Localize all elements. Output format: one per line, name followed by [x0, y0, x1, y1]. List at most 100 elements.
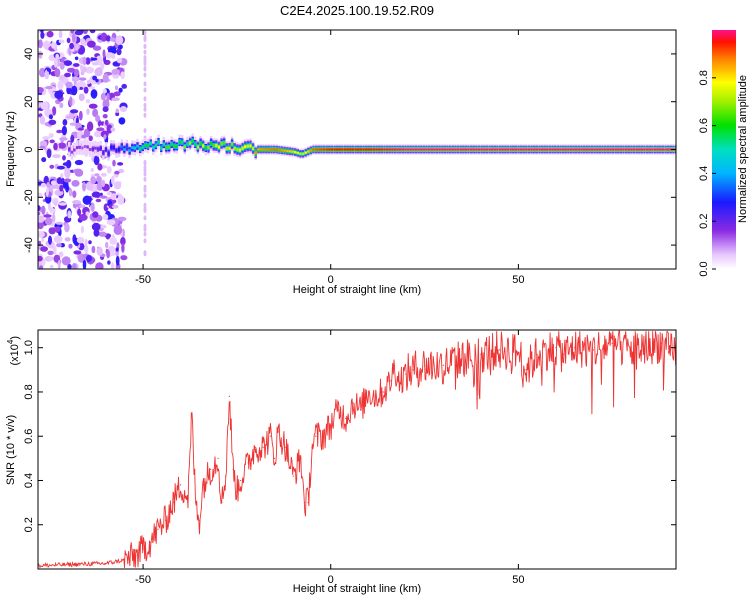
spectrogram-signal-cell [320, 148, 323, 151]
spectrogram-signal-cell [315, 148, 318, 151]
spectrogram-noise-blob [70, 134, 75, 143]
spectrogram-signal-cell [554, 148, 557, 151]
spectrogram-signal-cell [131, 146, 134, 150]
spectrogram-signal-cell [178, 140, 181, 144]
spectrogram-signal-cell [598, 148, 602, 151]
spectrogram-noise-blob [52, 245, 57, 255]
spectrogram-signal-cell [265, 148, 268, 151]
spectrogram-noise-blob [56, 243, 62, 248]
spectrogram-signal-cell [488, 148, 491, 151]
spectrogram-signal-cell [625, 148, 628, 151]
spectrogram-signal-cell [522, 148, 525, 151]
spectrogram-signal-cell [244, 145, 247, 149]
snr-x-ticks: -50 0 50 [135, 330, 525, 586]
spectrogram-noise-blob [143, 43, 147, 49]
spectrogram-noise-blob [90, 176, 97, 185]
spectrogram-signal-cell [75, 146, 79, 150]
spectrogram-noise-blob [106, 249, 110, 259]
spectrogram-signal-cell [91, 147, 95, 151]
spectrogram-signal-cell [104, 148, 108, 151]
colorbar-tick-label: 0.0 [698, 261, 710, 276]
spectrogram-x-tick-label: 50 [512, 274, 524, 286]
spectrogram-noise-blob [143, 96, 147, 102]
spectrogram-noise-blob [115, 247, 119, 252]
spectrogram-signal-cell [230, 142, 234, 146]
spectrogram-noise-blob [102, 88, 107, 94]
spectrogram-signal-cell [475, 148, 478, 151]
spectrogram-signal-cell [425, 148, 428, 151]
snr-data-point [555, 347, 557, 349]
spectrogram-signal-cell [596, 148, 599, 151]
snr-data-point [191, 413, 193, 415]
spectrogram-noise-blob [42, 136, 50, 140]
snr-data-point [285, 446, 287, 448]
spectrogram-noise-blob [64, 168, 71, 179]
spectrogram-noise-blob [143, 49, 147, 55]
spectrogram-signal-cell [283, 149, 286, 152]
spectrogram-signal-cell [212, 144, 215, 147]
spectrogram-noise-blob [63, 178, 72, 183]
spectrogram-signal-cell [257, 148, 260, 151]
spectrogram-noise-blob [119, 106, 127, 112]
spectrogram-signal-cell [585, 148, 588, 151]
spectrogram-signal-cell [638, 148, 641, 151]
spectrogram-signal-cell [480, 148, 483, 151]
spectrogram-noise-blob [93, 155, 100, 166]
spectrogram-signal-cell [493, 148, 496, 151]
colorbar-label: Normalized spectral amplitude [737, 75, 749, 223]
spectrogram-noise-blob [60, 173, 64, 179]
spectrogram-signal-cell [107, 151, 110, 155]
spectrogram-noise-blob [143, 215, 147, 221]
spectrogram-signal-cell [619, 148, 623, 151]
spectrogram-noise-blob [88, 240, 92, 245]
snr-panel: -50 0 50 0.2 0.4 0.6 0.8 1.0 Height of straigh… [5, 329, 677, 595]
spectrogram-signal-cell [296, 151, 299, 155]
spectrogram-signal-cell [343, 148, 347, 151]
spectrogram-signal-cell [496, 148, 499, 151]
snr-data-point [315, 435, 317, 437]
spectrogram-signal-cell [359, 148, 362, 151]
spectrogram-signal-cell [438, 148, 441, 151]
spectrogram-signal-cell [422, 148, 426, 151]
snr-data-point [180, 484, 182, 486]
spectrogram-noise-blob [70, 30, 75, 34]
spectrogram-signal-cell [543, 148, 546, 151]
spectrogram-signal-cell [338, 148, 341, 151]
spectrogram-noise-blob [143, 102, 147, 108]
spectrogram-signal-cell [477, 148, 481, 151]
spectrogram-noise-blob [115, 255, 120, 266]
snr-data-point [172, 502, 174, 504]
spectrogram-signal-cell [136, 144, 139, 148]
spectrogram-noise-blob [71, 76, 79, 83]
spectrogram-noise-blob [100, 224, 107, 229]
spectrogram-noise-blob [106, 219, 116, 226]
spectrogram-signal-cell [567, 148, 570, 151]
spectrogram-signal-cell [593, 148, 596, 151]
spectrogram-signal-cell [506, 148, 510, 151]
spectrogram-noise-blob [98, 231, 107, 237]
spectrogram-noise-blob [44, 69, 50, 80]
snr-data-point [217, 457, 219, 459]
colorbar-tick-label: 0.4 [698, 166, 710, 181]
spectrogram-noise-blob [143, 81, 147, 87]
snr-y-tick-label: 0.8 [23, 384, 35, 399]
spectrogram-signal-cell [588, 148, 591, 151]
spectrogram-signal-cell [630, 148, 633, 151]
spectrogram-signal-cell [396, 148, 399, 151]
spectrogram-noise-blob [76, 237, 85, 244]
spectrogram-signal-cell [73, 148, 76, 152]
spectrogram-signal-cell [404, 148, 407, 151]
spectrogram-signal-cell [146, 144, 150, 148]
spectrogram-noise-blob [73, 250, 82, 255]
spectrogram-noise-blob [111, 68, 121, 75]
spectrogram-noise-blob [77, 83, 87, 87]
spectrogram-noise-blob [111, 97, 120, 102]
snr-y-ticks: 0.2 0.4 0.6 0.8 1.0 [23, 340, 676, 532]
spectrogram-noise-blob [39, 265, 44, 269]
spectrogram-x-ticks: -50 0 50 [135, 30, 525, 286]
spectrogram-signal-cell [661, 148, 665, 151]
spectrogram-noise-blob [59, 137, 68, 141]
spectrogram-noise-blob [50, 180, 57, 186]
spectrogram-noise-blob [82, 30, 88, 35]
snr-data-point [480, 353, 482, 355]
